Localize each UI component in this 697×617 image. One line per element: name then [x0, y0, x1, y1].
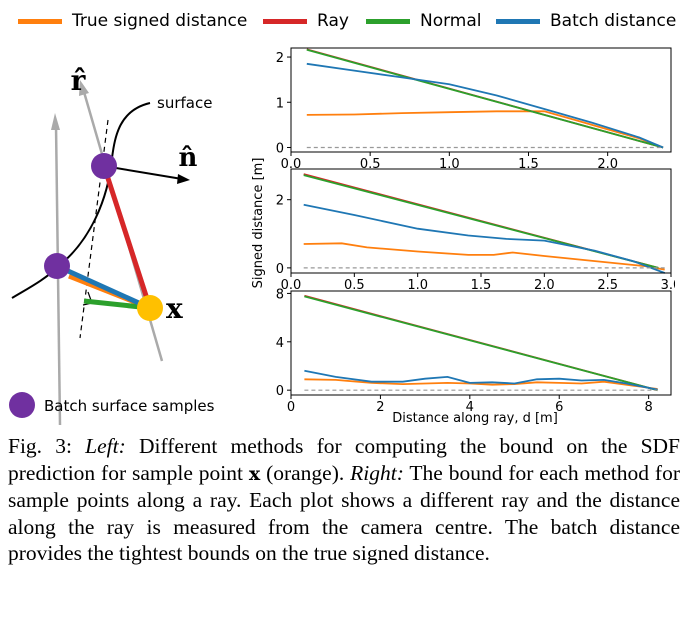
ray-axis-arrowhead [79, 80, 89, 96]
series-batch-distance [306, 62, 664, 149]
r-hat-label: r̂ [71, 64, 87, 97]
x-tick-label: 3.0 [661, 278, 675, 293]
y-tick-label: 2 [276, 194, 284, 209]
n-hat-label: n̂ [179, 143, 198, 173]
figure-legend: True signed distance Ray Normal Batch di… [0, 0, 697, 40]
batch-samples-legend-marker [9, 392, 35, 418]
series-normal [304, 295, 658, 392]
y-axis-label: Signed distance [m] [251, 158, 266, 289]
legend-label: Batch distance [550, 11, 677, 31]
y-tick-label: 2 [276, 51, 284, 66]
figure-caption: Fig. 3: Left: Different methods for comp… [8, 433, 680, 567]
y-tick-label: 0 [276, 141, 284, 156]
legend-item-normal: Normal [366, 10, 482, 32]
legend-item-true-signed-distance: True signed distance [18, 10, 247, 32]
caption-right-label: Right: [350, 460, 404, 485]
ray-distance-line [101, 165, 153, 309]
sdf-bound-diagram: r̂ n̂ surface x Batch surface samples [9, 64, 215, 425]
caption-text-2: (orange). [260, 460, 351, 485]
x-tick-label: 0.5 [344, 278, 365, 293]
x-tick-label: 2.0 [534, 278, 555, 293]
x-tick-label: 8 [645, 400, 653, 415]
surface-sample-lower [44, 253, 70, 279]
normal-arrowhead [177, 174, 190, 184]
caption-text-1: Different methods for computing the boun… [8, 434, 681, 485]
y-tick-label: 0 [276, 262, 284, 277]
legend-item-batch-distance: Batch distance [496, 10, 676, 32]
y-tick-label: 0 [276, 384, 284, 399]
x-tick-label: 0.0 [281, 157, 302, 172]
legend-swatch-orange [18, 18, 62, 24]
x-label: x [166, 292, 183, 325]
legend-swatch-red [263, 18, 307, 24]
chart-ray-1: 0.0 0.5 1.0 1.5 2.0 0 1 2 [276, 47, 672, 172]
surface-curve [11, 102, 151, 299]
x-tick-label: 6 [555, 400, 563, 415]
legend-item-ray: Ray [263, 10, 349, 32]
charts-container: 0.0 0.5 1.0 1.5 2.0 0 1 2 0.0 0.5 1.0 1.5 2.0 2.5 3. 0… [251, 47, 675, 426]
y-tick-label: 1 [276, 96, 284, 111]
caption-left-label: Left: [85, 434, 126, 458]
x-tick-label: 1.0 [407, 278, 428, 293]
series-true-signed-distance [306, 110, 664, 149]
sample-axis-arrowhead [51, 113, 60, 130]
x-tick-label: 1.5 [518, 157, 539, 172]
y-tick-label: 8 [276, 287, 284, 302]
x-tick-label: 4 [466, 400, 474, 415]
chart-ray-3: 0 2 4 6 8 0 4 8 [276, 287, 672, 415]
surface-sample-upper [91, 153, 117, 179]
legend-label: Normal [420, 11, 482, 31]
series-batch-distance [304, 369, 658, 391]
x-tick-label: 1.0 [439, 157, 460, 172]
x-tick-label: 0.0 [281, 278, 302, 293]
surface-label: surface [157, 94, 212, 112]
plot-frame [290, 290, 672, 396]
caption-prefix: Fig. 3: [8, 434, 86, 458]
legend-label: Ray [317, 11, 349, 31]
series-normal [306, 48, 664, 149]
caption-x-symbol: x [248, 462, 261, 485]
plot-frame [290, 47, 672, 153]
batch-distance-line [55, 263, 152, 311]
caption-text-3: The bound for each method for sample poi… [8, 460, 680, 566]
y-tick-label: 4 [276, 336, 284, 351]
x-tick-label: 0 [287, 400, 295, 415]
x-tick-label: 2.0 [597, 157, 618, 172]
legend-swatch-blue [496, 18, 540, 24]
chart-ray-2: 0.0 0.5 1.0 1.5 2.0 2.5 3.0 0 2 [276, 168, 675, 293]
batch-samples-legend-label: Batch surface samples [44, 397, 215, 415]
series-batch-distance [303, 203, 666, 274]
sample-point-x [137, 295, 163, 321]
series-true-signed-distance [304, 378, 658, 390]
legend-label: True signed distance [72, 11, 248, 31]
x-tick-label: 2.5 [597, 278, 618, 293]
x-tick-label: 1.5 [471, 278, 492, 293]
series-true-signed-distance [303, 242, 665, 271]
x-tick-label: 2 [376, 400, 384, 415]
x-tick-label: 0.5 [360, 157, 381, 172]
normal-line [103, 165, 183, 180]
legend-swatch-green [366, 18, 410, 24]
x-axis-label: Distance along ray, d [m] [392, 411, 558, 426]
